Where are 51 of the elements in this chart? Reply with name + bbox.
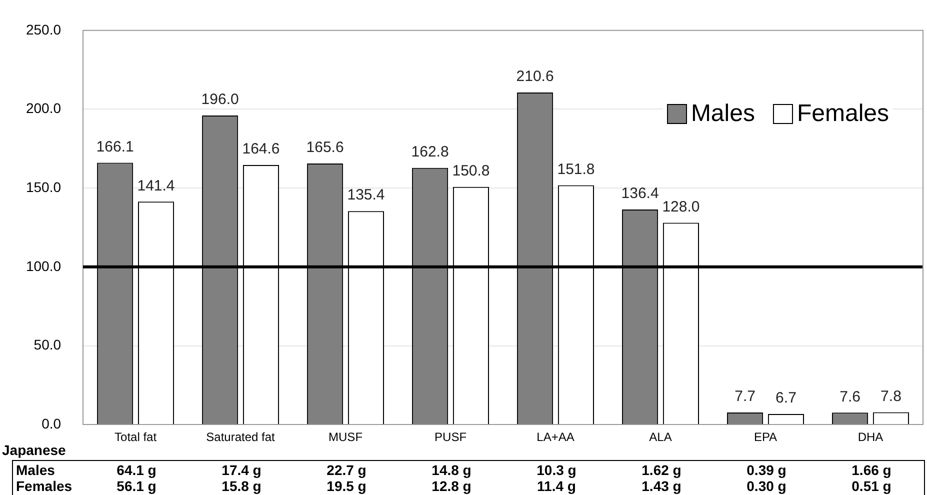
- x-tick-label: LA+AA: [536, 430, 574, 444]
- text: 15.8 g: [220, 478, 262, 494]
- y-tick-label: 200.0: [26, 100, 62, 116]
- y-tick-label: 150.0: [26, 178, 62, 195]
- text: 19.5 g: [326, 478, 368, 494]
- data-label: 135.4: [347, 186, 385, 204]
- data-label: 6.7: [776, 390, 796, 407]
- text: 10.3 g: [536, 462, 578, 478]
- x-tick-label: EPA: [754, 430, 778, 444]
- text: 11.4 g: [536, 478, 577, 494]
- text: Males: [16, 462, 55, 478]
- data-label: 162.8: [411, 144, 449, 161]
- data-label: 151.8: [557, 160, 595, 178]
- text: 0.39 g: [746, 462, 788, 478]
- text: 1.66 g: [850, 462, 892, 478]
- data-label: 164.6: [242, 140, 280, 158]
- text: 14.8 g: [430, 462, 472, 478]
- data-label: 210.6: [516, 68, 554, 86]
- data-label: 136.4: [621, 185, 659, 202]
- text: 56.1 g: [116, 478, 158, 494]
- x-tick-label: DHA: [858, 430, 884, 444]
- data-label: 128.0: [662, 198, 700, 216]
- x-tick-label: Total fat: [114, 430, 158, 444]
- y-tick-label: 250.0: [26, 21, 62, 38]
- x-tick-label: Saturated fat: [206, 430, 276, 444]
- y-tick-label: 100.0: [26, 258, 62, 274]
- y-tick-label: 50.0: [34, 336, 62, 353]
- text: 1.62 g: [640, 462, 682, 478]
- data-label: 7.8: [880, 388, 902, 405]
- data-label: 7.7: [734, 388, 756, 406]
- x-tick-label: MUSF: [328, 430, 363, 444]
- data-label: 7.6: [840, 388, 860, 406]
- text: 12.8 g: [430, 478, 472, 494]
- data-label: 196.0: [201, 91, 239, 108]
- text: Japanese: [2, 442, 66, 458]
- text: 64.1 g: [116, 462, 158, 478]
- text: Females: [796, 100, 889, 128]
- text: 22.7 g: [326, 462, 368, 478]
- x-tick-label: PUSF: [434, 430, 467, 444]
- data-label: 141.4: [137, 177, 175, 194]
- text: 0.51 g: [850, 478, 892, 494]
- x-tick-label: ALA: [649, 430, 672, 444]
- data-label: 150.8: [452, 162, 490, 180]
- text: Females: [16, 478, 72, 494]
- text: 17.4 g: [220, 462, 262, 478]
- y-tick-label: 0.0: [42, 415, 62, 432]
- data-label: 165.6: [306, 139, 344, 156]
- data-label: 166.1: [96, 138, 134, 156]
- legend-label: Males: [690, 100, 755, 128]
- text: 0.30 g: [746, 478, 788, 494]
- text: 1.43 g: [640, 478, 682, 494]
